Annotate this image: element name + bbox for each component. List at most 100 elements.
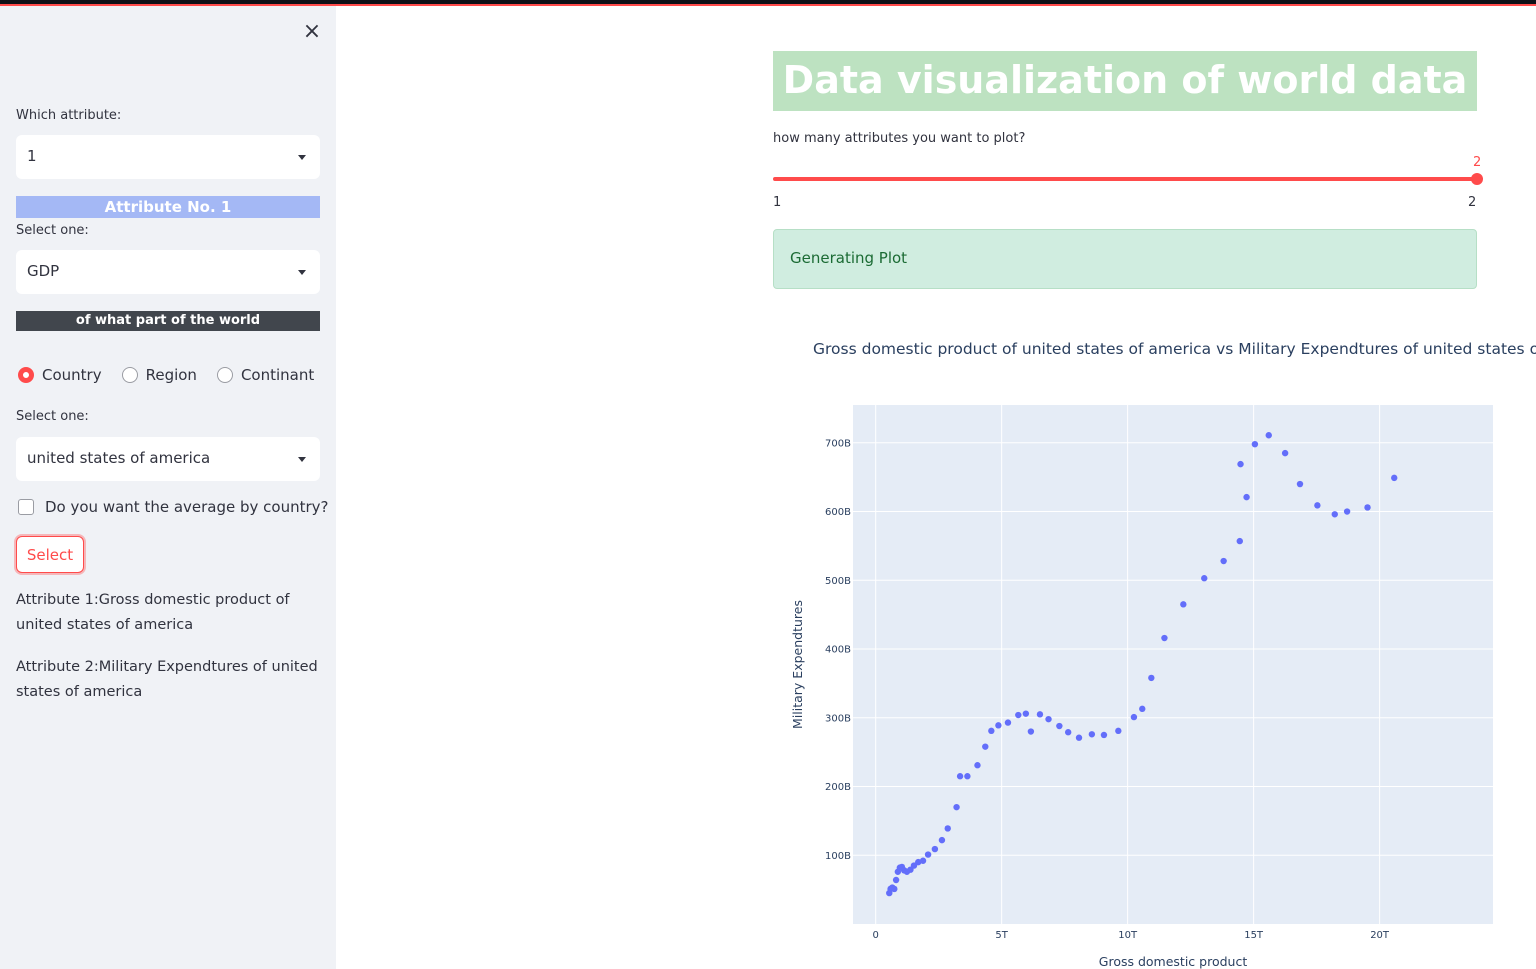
data-point bbox=[953, 803, 960, 811]
data-point bbox=[944, 825, 951, 832]
attribute-2-text: Attribute 2:Military Expendtures of unit… bbox=[16, 659, 318, 700]
radio-label: Region bbox=[145, 366, 197, 384]
attribute-count-slider-thumb[interactable] bbox=[1471, 173, 1483, 185]
sidebar: × Which attribute: 1 Attribute No. 1 Sel… bbox=[0, 6, 336, 969]
data-point bbox=[1148, 674, 1155, 682]
app-header-bar bbox=[0, 0, 1536, 6]
data-point bbox=[892, 876, 900, 884]
data-point bbox=[1015, 711, 1022, 719]
data-point bbox=[1391, 474, 1398, 482]
radio-label: Continant bbox=[240, 366, 315, 384]
data-point bbox=[1027, 728, 1035, 735]
data-point bbox=[1343, 508, 1351, 515]
data-point bbox=[1201, 575, 1208, 582]
data-point bbox=[964, 773, 971, 780]
metric-select-value: GDP bbox=[27, 262, 60, 280]
data-point bbox=[1180, 601, 1187, 608]
plot-title: Gross domestic product of united states … bbox=[813, 340, 1536, 358]
slider-current-value: 2 bbox=[1473, 155, 1482, 170]
data-point bbox=[1036, 711, 1044, 718]
chevron-down-icon bbox=[298, 155, 306, 160]
data-point bbox=[1220, 557, 1227, 565]
data-point bbox=[1075, 734, 1083, 741]
average-checkbox[interactable] bbox=[18, 499, 34, 515]
status-message: Generating Plot bbox=[773, 229, 1477, 289]
world-part-banner: of what part of the world bbox=[16, 311, 320, 331]
data-point bbox=[1265, 432, 1272, 439]
data-point bbox=[956, 773, 964, 780]
metric-select-label: Select one: bbox=[16, 223, 89, 238]
data-point bbox=[919, 857, 927, 864]
data-point bbox=[1161, 634, 1168, 642]
slider-label: how many attributes you want to plot? bbox=[773, 131, 1026, 146]
data-point bbox=[1296, 480, 1304, 488]
slider-max-label: 2 bbox=[1468, 195, 1477, 210]
country-select-value: united states of america bbox=[27, 449, 211, 467]
radio-label: Country bbox=[42, 366, 102, 384]
close-icon[interactable]: × bbox=[302, 19, 322, 44]
data-point bbox=[1314, 502, 1321, 509]
radio-country[interactable]: Country bbox=[18, 366, 102, 384]
select-button[interactable]: Select bbox=[16, 536, 84, 573]
data-point bbox=[1064, 729, 1072, 736]
chevron-down-icon bbox=[298, 270, 306, 275]
data-point bbox=[1236, 537, 1243, 545]
x-axis-title: Gross domestic product bbox=[1099, 954, 1248, 969]
data-point bbox=[982, 743, 989, 750]
data-point bbox=[1243, 493, 1250, 501]
radio-unselected-icon bbox=[121, 367, 138, 383]
radio-region[interactable]: Region bbox=[121, 366, 197, 384]
data-point bbox=[1251, 440, 1259, 448]
data-point bbox=[1237, 460, 1244, 468]
x-tick-label: 20T bbox=[1370, 930, 1390, 941]
data-point bbox=[1056, 722, 1063, 730]
data-point bbox=[1331, 511, 1338, 518]
x-tick-label: 5T bbox=[995, 930, 1008, 941]
average-checkbox-row[interactable]: Do you want the average by country? bbox=[18, 498, 329, 516]
status-text: Generating Plot bbox=[790, 249, 908, 267]
data-point bbox=[1088, 731, 1096, 738]
attribute-select-value: 1 bbox=[27, 147, 37, 165]
data-point bbox=[931, 845, 939, 853]
data-point bbox=[1281, 449, 1289, 457]
x-tick-label: 0 bbox=[872, 930, 878, 941]
y-tick-label: 600B bbox=[825, 507, 851, 518]
average-checkbox-label: Do you want the average by country? bbox=[45, 498, 329, 516]
data-point bbox=[891, 885, 898, 893]
country-select[interactable]: united states of america bbox=[16, 437, 320, 481]
country-select-label: Select one: bbox=[16, 409, 89, 424]
radio-selected-icon bbox=[18, 367, 34, 383]
attribute-count-slider-track[interactable] bbox=[773, 177, 1477, 181]
data-point bbox=[1045, 715, 1052, 723]
data-point bbox=[1115, 727, 1122, 735]
data-point bbox=[974, 762, 981, 769]
metric-select[interactable]: GDP bbox=[16, 250, 320, 294]
scatter-chart[interactable]: 0 5T 10T 15T 20T 100B 200B 300B 400B 500B 600B 700B… bbox=[775, 395, 1505, 969]
x-tick-label: 15T bbox=[1244, 930, 1264, 941]
data-point bbox=[938, 836, 946, 844]
y-tick-label: 300B bbox=[825, 713, 851, 724]
attribute-1-text: Attribute 1:Gross domestic product of un… bbox=[16, 592, 290, 633]
y-tick-label: 500B bbox=[825, 576, 851, 587]
x-tick-label: 10T bbox=[1118, 930, 1138, 941]
plot-area bbox=[853, 405, 1493, 924]
y-axis-title: Military Expendtures bbox=[790, 600, 805, 729]
data-point bbox=[910, 862, 918, 869]
attribute-select[interactable]: 1 bbox=[16, 135, 320, 179]
page-title: Data visualization of world data bbox=[773, 51, 1477, 111]
slider-min-label: 1 bbox=[773, 195, 782, 210]
y-tick-label: 200B bbox=[825, 782, 851, 793]
y-tick-label: 700B bbox=[825, 438, 851, 449]
y-tick-label: 100B bbox=[825, 851, 851, 862]
radio-continent[interactable]: Continant bbox=[216, 366, 315, 384]
data-point bbox=[1130, 713, 1138, 721]
data-point bbox=[1100, 731, 1108, 739]
y-tick-label: 400B bbox=[825, 645, 851, 656]
data-point bbox=[995, 722, 1002, 729]
chevron-down-icon bbox=[298, 457, 306, 462]
data-point bbox=[1364, 504, 1371, 511]
radio-unselected-icon bbox=[216, 367, 233, 383]
data-point bbox=[1022, 710, 1030, 717]
data-point bbox=[988, 727, 995, 735]
attribute-select-label: Which attribute: bbox=[16, 108, 122, 123]
